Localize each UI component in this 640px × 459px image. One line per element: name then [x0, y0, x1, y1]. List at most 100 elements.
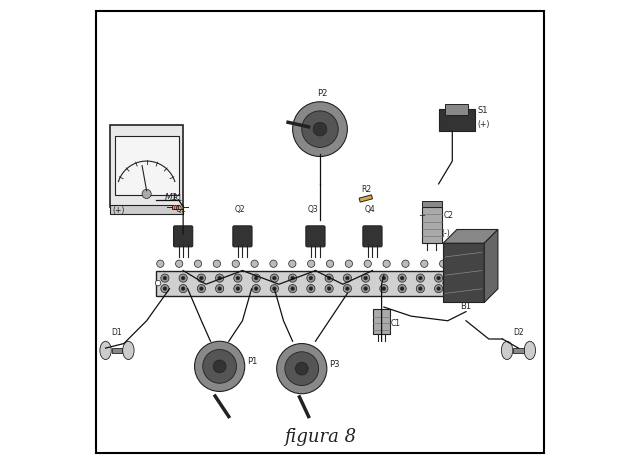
Text: B1: B1 [460, 302, 472, 311]
Text: R2: R2 [362, 185, 372, 194]
Circle shape [307, 285, 315, 293]
Bar [438, 109, 475, 131]
Bar [359, 195, 372, 202]
Circle shape [161, 274, 169, 282]
Circle shape [436, 287, 440, 291]
Circle shape [161, 285, 169, 293]
Circle shape [440, 260, 447, 267]
Circle shape [252, 274, 260, 282]
Circle shape [383, 260, 390, 267]
Circle shape [309, 287, 313, 291]
Circle shape [175, 260, 183, 267]
Circle shape [313, 122, 327, 136]
Circle shape [308, 260, 315, 267]
Circle shape [362, 274, 370, 282]
Bar [513, 347, 524, 353]
Circle shape [416, 285, 424, 293]
Text: P2: P2 [317, 89, 328, 98]
Bar [172, 205, 183, 209]
FancyBboxPatch shape [363, 226, 382, 247]
Circle shape [292, 102, 348, 157]
Circle shape [364, 287, 367, 291]
Circle shape [435, 285, 443, 293]
Circle shape [343, 274, 351, 282]
Circle shape [218, 276, 221, 280]
Text: D2: D2 [513, 328, 524, 337]
Circle shape [346, 287, 349, 291]
Circle shape [307, 274, 315, 282]
Circle shape [382, 276, 386, 280]
Circle shape [402, 260, 409, 267]
Circle shape [203, 349, 237, 383]
Circle shape [218, 287, 221, 291]
Circle shape [163, 287, 166, 291]
Circle shape [327, 276, 331, 280]
Circle shape [200, 287, 204, 291]
Circle shape [327, 287, 331, 291]
Circle shape [289, 260, 296, 267]
Circle shape [197, 285, 205, 293]
Circle shape [325, 274, 333, 282]
Circle shape [252, 285, 260, 293]
Circle shape [232, 260, 239, 267]
Text: figura 8: figura 8 [284, 428, 356, 446]
Circle shape [179, 274, 188, 282]
Circle shape [251, 260, 259, 267]
Circle shape [326, 260, 333, 267]
Bar [173, 205, 175, 209]
Text: C2: C2 [444, 211, 454, 220]
Circle shape [291, 287, 294, 291]
Circle shape [270, 274, 278, 282]
Circle shape [443, 280, 448, 286]
Text: +: + [418, 211, 425, 220]
Text: Q1: Q1 [175, 205, 186, 213]
Polygon shape [443, 230, 498, 243]
Circle shape [254, 276, 258, 280]
Circle shape [398, 274, 406, 282]
Circle shape [345, 260, 353, 267]
Text: M1: M1 [165, 193, 179, 202]
Circle shape [398, 285, 406, 293]
Bar [422, 207, 442, 243]
Circle shape [197, 274, 205, 282]
Circle shape [236, 287, 240, 291]
Circle shape [213, 260, 221, 267]
Circle shape [216, 274, 224, 282]
Circle shape [276, 343, 327, 394]
Bar [373, 309, 390, 335]
Circle shape [156, 280, 161, 286]
Bar [422, 201, 442, 207]
Circle shape [181, 276, 185, 280]
FancyBboxPatch shape [173, 226, 193, 247]
Bar [176, 205, 177, 209]
FancyBboxPatch shape [233, 226, 252, 247]
Ellipse shape [123, 341, 134, 359]
Polygon shape [484, 230, 498, 302]
Circle shape [400, 287, 404, 291]
Bar [443, 243, 484, 302]
Circle shape [416, 274, 424, 282]
Circle shape [289, 274, 297, 282]
Circle shape [289, 285, 297, 293]
FancyBboxPatch shape [306, 226, 325, 247]
Text: P1: P1 [247, 357, 257, 366]
Circle shape [296, 362, 308, 375]
Text: Q4: Q4 [365, 205, 376, 213]
Circle shape [382, 287, 386, 291]
Ellipse shape [524, 341, 536, 359]
Circle shape [157, 260, 164, 267]
Circle shape [285, 352, 319, 386]
Circle shape [142, 190, 151, 198]
Circle shape [309, 276, 313, 280]
Text: P3: P3 [329, 359, 340, 369]
Circle shape [301, 111, 339, 147]
Text: Q2: Q2 [235, 205, 246, 213]
Circle shape [213, 360, 226, 373]
Text: (-): (-) [441, 230, 450, 238]
Circle shape [273, 287, 276, 291]
Bar [110, 124, 183, 207]
Bar [178, 205, 179, 209]
Circle shape [200, 276, 204, 280]
Text: (+): (+) [477, 120, 490, 129]
Circle shape [343, 285, 351, 293]
